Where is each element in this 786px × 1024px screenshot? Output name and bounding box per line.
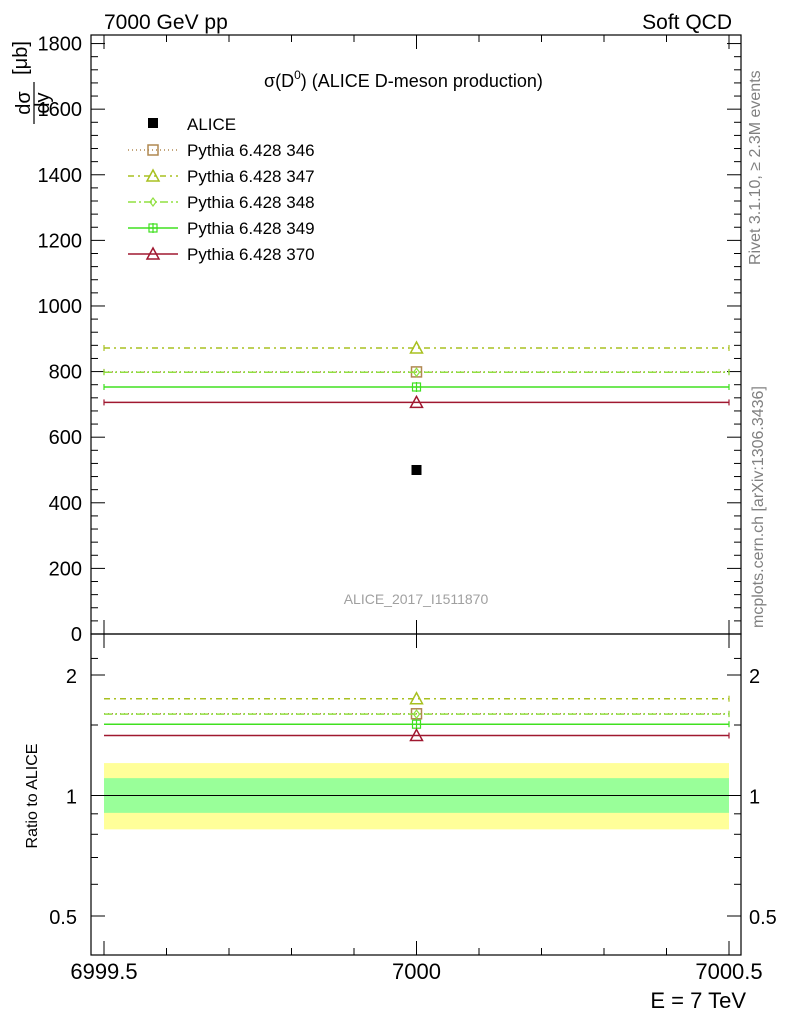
ratio-ytick-label-right: 2 [749,666,760,688]
ratio-ytick-label: 0.5 [49,907,77,929]
analysis-watermark: ALICE_2017_I1511870 [344,591,489,607]
xlabel: E = 7 TeV [650,988,746,1013]
main-ytick-label: 200 [49,558,82,580]
ratio-series-marker-2 [412,709,421,720]
legend-label-0: Pythia 6.428 346 [187,141,315,160]
ratio-ylabel: Ratio to ALICE [24,744,41,849]
legend-marker-2 [149,197,157,207]
main-ytick-label: 1600 [38,99,83,121]
legend-alice-label: ALICE [187,115,236,134]
legend-marker-4 [145,246,161,260]
ratio-ytick-label: 1 [66,787,77,809]
series-marker-2 [412,367,421,378]
main-ytick-label: 400 [49,493,82,515]
rivet-label: Rivet 3.1.10, ≥ 2.3M events [747,70,764,265]
ratio-ytick-label-right: 0.5 [749,907,777,929]
legend-marker-0 [147,144,159,156]
series-marker-4 [409,394,424,409]
main-ytick-label: 800 [49,362,82,384]
header-left: 7000 GeV pp [104,11,228,34]
chart-marks: 0 200 400 600 800 1000 1200 1400 1600 1800 0.5 0.5 1… [38,34,777,984]
xtick-label: 6999.5 [70,959,137,984]
main-ytick-label: 0 [71,624,82,646]
xtick-label: 7000.5 [695,959,762,984]
main-ytick-label: 1400 [38,165,83,187]
main-ytick-label: 1000 [38,296,83,318]
legend-alice-marker [148,118,158,128]
xtick-label: 7000 [392,959,441,984]
legend-label-2: Pythia 6.428 348 [187,193,315,212]
alice-data-point [411,464,422,475]
ratio-series-marker-1 [409,691,424,705]
main-ytick-label: 1200 [38,230,83,252]
ylabel-numerator: dσ [13,91,35,115]
ylabel-unit: [μb] [10,41,32,75]
ratio-series-marker-4 [409,727,424,742]
ratio-ytick-label: 2 [66,666,77,688]
ratio-ytick-label-right: 1 [749,787,760,809]
main-title: σ(D0) (ALICE D-meson production) [264,68,543,91]
header-right: Soft QCD [642,11,732,34]
main-ytick-label: 1800 [38,34,83,56]
legend-label-1: Pythia 6.428 347 [187,167,315,186]
legend-label-4: Pythia 6.428 370 [187,245,315,264]
series-marker-1 [409,340,424,354]
legend-label-3: Pythia 6.428 349 [187,219,315,238]
legend-marker-1 [145,168,161,182]
main-ytick-label: 600 [49,427,82,449]
mcplots-label: mcplots.cern.ch [arXiv:1306.3436] [750,386,767,628]
ylabel-denominator: dy [32,92,54,113]
